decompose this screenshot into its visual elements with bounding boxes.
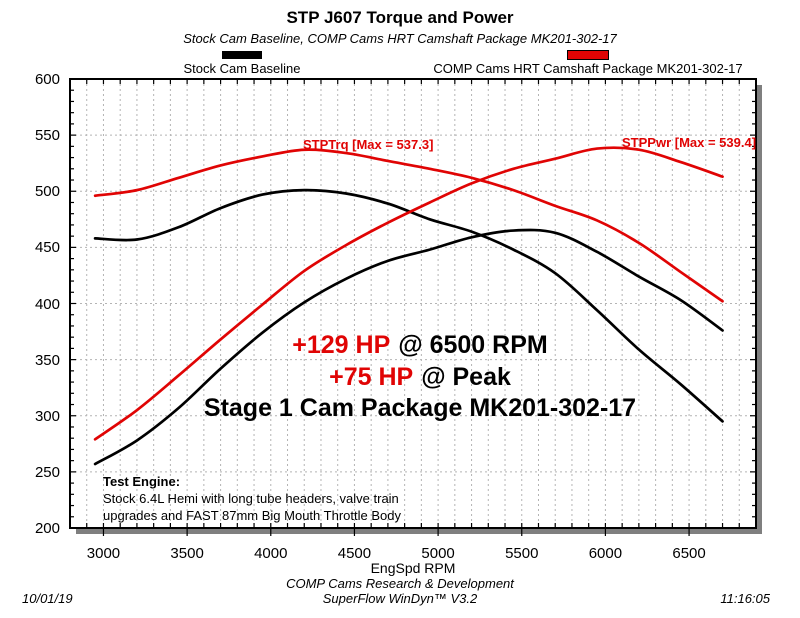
x-axis-title: EngSpd RPM <box>370 560 456 576</box>
trq-max-label: STPTrq [Max = 537.3] <box>303 137 434 152</box>
x-tick-label: 5500 <box>505 545 539 562</box>
x-tick-label: 6000 <box>588 545 623 562</box>
footer-brand-line1: COMP Cams Research & Development <box>286 576 514 591</box>
legend-label-stock: Stock Cam Baseline <box>183 61 301 76</box>
y-tick-label: 250 <box>34 463 60 481</box>
hp-gain-peak-label: +75 HP @ Peak <box>100 363 740 392</box>
pwr-max-label: STPPwr [Max = 539.4] <box>622 135 757 150</box>
x-tick-label: 4000 <box>254 545 288 562</box>
hp-gain-6500-suffix: @ 6500 RPM <box>398 331 548 359</box>
y-tick-label: 600 <box>34 71 60 88</box>
stage-package-label: Stage 1 Cam Package MK201-302-17 <box>203 394 637 422</box>
test-engine-line2: upgrades and FAST 87mm Big Mouth Throttl… <box>103 508 401 523</box>
hp-gain-peak-value: +75 HP <box>329 363 414 391</box>
grid-lines <box>70 79 756 528</box>
x-tick-label: 3500 <box>170 545 204 562</box>
x-tick-label: 6500 <box>672 545 706 562</box>
y-tick-label: 200 <box>34 520 60 537</box>
legend-entry-comp: COMP Cams HRT Camshaft Package MK201-302… <box>428 50 748 76</box>
y-tick-label: 450 <box>34 239 60 257</box>
hp-gain-peak-suffix: @ Peak <box>421 363 511 391</box>
dyno-curves <box>93 146 724 466</box>
chart-title: STP J607 Torque and Power <box>286 8 514 27</box>
curve-stptrq-comp-cams-hrt-camshaft-package-mk201-302-17 <box>93 148 724 303</box>
y-tick-label: 350 <box>34 351 60 369</box>
y-tick-label: 550 <box>34 127 60 145</box>
footer-date: 10/01/19 <box>22 591 73 606</box>
hp-gain-6500-label: +129 HP @ 6500 RPM <box>100 331 740 360</box>
footer-brand-line2: SuperFlow WinDyn™ V3.2 <box>322 591 478 606</box>
y-tick-label: 500 <box>34 183 60 201</box>
x-tick-label: 3000 <box>86 545 121 562</box>
hp-gain-6500-value: +129 HP <box>292 331 391 359</box>
chart-subtitle: Stock Cam Baseline, COMP Cams HRT Camsha… <box>183 31 617 46</box>
x-tick-label: 5000 <box>421 545 455 562</box>
test-engine-line1: Stock 6.4L Hemi with long tube headers, … <box>103 491 399 506</box>
legend-swatch-comp <box>567 50 609 60</box>
test-engine-note: Test Engine: Stock 6.4L Hemi with long t… <box>103 473 401 524</box>
plot-frame <box>69 78 757 529</box>
x-tick-label: 4500 <box>337 545 372 562</box>
y-tick-label: 400 <box>34 295 60 313</box>
y-tick-label: 300 <box>34 407 60 425</box>
curve-stppwr-stock-cam-baseline <box>93 228 724 466</box>
legend-swatch-stock <box>222 51 262 59</box>
legend-label-comp: COMP Cams HRT Camshaft Package MK201-302… <box>433 61 743 76</box>
test-engine-title: Test Engine: <box>103 474 181 489</box>
curve-stppwr-comp-cams-hrt-camshaft-package-mk201-302-17 <box>93 146 724 441</box>
footer-time: 11:16:05 <box>720 591 770 606</box>
legend-entry-stock: Stock Cam Baseline <box>162 51 322 76</box>
